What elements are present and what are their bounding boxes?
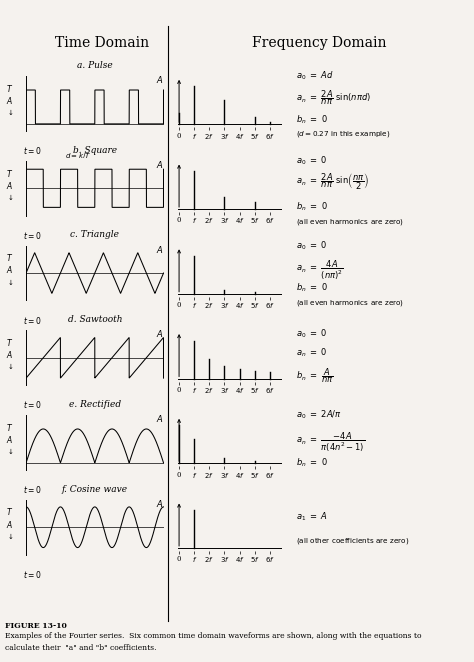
Text: $t=0$: $t=0$: [23, 484, 42, 495]
Text: $b_n\ =\ 0$: $b_n\ =\ 0$: [295, 114, 327, 126]
Text: $A$: $A$: [156, 413, 164, 424]
Text: $T$: $T$: [6, 83, 13, 94]
Text: $a_0\ =\ 0$: $a_0\ =\ 0$: [295, 239, 327, 252]
Text: $T$: $T$: [6, 167, 13, 179]
Text: $d=k/T$: $d=k/T$: [65, 151, 91, 161]
Text: c. Triangle: c. Triangle: [70, 230, 119, 240]
Text: Examples of the Fourier series.  Six common time domain waveforms are shown, alo: Examples of the Fourier series. Six comm…: [5, 632, 421, 640]
Text: $A$: $A$: [156, 159, 164, 170]
Text: $\downarrow$: $\downarrow$: [6, 362, 13, 371]
Text: $\downarrow$: $\downarrow$: [6, 193, 13, 202]
Text: $t=0$: $t=0$: [23, 569, 42, 580]
Text: $\downarrow$: $\downarrow$: [6, 447, 13, 456]
Text: $A$: $A$: [156, 328, 164, 340]
Text: $\downarrow$: $\downarrow$: [6, 108, 13, 117]
Text: $A$: $A$: [156, 244, 164, 255]
Text: $A$: $A$: [6, 350, 13, 360]
Text: FIGURE 13-10: FIGURE 13-10: [5, 622, 67, 630]
Text: $a_0\ =\ Ad$: $a_0\ =\ Ad$: [295, 70, 333, 82]
Text: $b_n\ =\ 0$: $b_n\ =\ 0$: [295, 457, 327, 469]
Text: $A$: $A$: [156, 498, 164, 509]
Text: $T$: $T$: [6, 337, 13, 348]
Text: $t=0$: $t=0$: [23, 314, 42, 326]
Text: $A$: $A$: [6, 519, 13, 530]
Text: $a_0\ =\ 0$: $a_0\ =\ 0$: [295, 327, 327, 340]
Text: b. Square: b. Square: [73, 146, 117, 155]
Text: a. Pulse: a. Pulse: [77, 61, 113, 70]
Text: $a_0\ =\ 2A/\pi$: $a_0\ =\ 2A/\pi$: [295, 408, 341, 421]
Text: $T$: $T$: [6, 506, 13, 518]
Text: $A$: $A$: [156, 74, 164, 85]
Text: $T$: $T$: [6, 252, 13, 263]
Text: $\mathrm{(all\ even\ harmonics\ are\ zero)}$: $\mathrm{(all\ even\ harmonics\ are\ zer…: [295, 299, 404, 308]
Text: $b_n\ =\ 0$: $b_n\ =\ 0$: [295, 200, 327, 213]
Text: $b_n\ =\ 0$: $b_n\ =\ 0$: [295, 281, 327, 294]
Text: $a_1\ =\ A$: $a_1\ =\ A$: [295, 510, 328, 523]
Text: $A$: $A$: [6, 265, 13, 275]
Text: $a_n\ =\ \dfrac{4A}{(n\pi)^2}$: $a_n\ =\ \dfrac{4A}{(n\pi)^2}$: [295, 260, 343, 283]
Text: Time Domain: Time Domain: [55, 36, 149, 50]
Text: $a_n\ =\ \dfrac{2A}{n\pi}\ \sin\!\left(\dfrac{n\pi}{2}\right)$: $a_n\ =\ \dfrac{2A}{n\pi}\ \sin\!\left(\…: [295, 171, 369, 192]
Text: $T$: $T$: [6, 422, 13, 433]
Text: $t=0$: $t=0$: [23, 399, 42, 410]
Text: $\downarrow$: $\downarrow$: [6, 532, 13, 541]
Text: $a_0\ =\ 0$: $a_0\ =\ 0$: [295, 154, 327, 167]
Text: $a_n\ =\ \dfrac{-4A}{\pi(4n^2-1)}$: $a_n\ =\ \dfrac{-4A}{\pi(4n^2-1)}$: [295, 432, 365, 455]
Text: e. Rectified: e. Rectified: [69, 400, 121, 409]
Text: $t=0$: $t=0$: [23, 145, 42, 156]
Text: $\mathrm{(all\ other\ coefficients\ are\ zero)}$: $\mathrm{(all\ other\ coefficients\ are\…: [295, 536, 409, 545]
Text: f. Cosine wave: f. Cosine wave: [62, 485, 128, 494]
Text: $t=0$: $t=0$: [23, 230, 42, 241]
Text: $A$: $A$: [6, 434, 13, 445]
Text: $a_n\ =\ 0$: $a_n\ =\ 0$: [295, 347, 327, 359]
Text: d. Sawtooth: d. Sawtooth: [68, 315, 122, 324]
Text: $\downarrow$: $\downarrow$: [6, 277, 13, 287]
Text: calculate their  "a" and "b" coefficients.: calculate their "a" and "b" coefficients…: [5, 643, 156, 651]
Text: Frequency Domain: Frequency Domain: [252, 36, 387, 50]
Text: $(d=0.27\ \mathrm{in\ this\ example})$: $(d=0.27\ \mathrm{in\ this\ example})$: [295, 129, 390, 139]
Text: $a_n\ =\ \dfrac{2A}{n\pi}\ \sin(n\pi d)$: $a_n\ =\ \dfrac{2A}{n\pi}\ \sin(n\pi d)$: [295, 88, 371, 107]
Text: $A$: $A$: [6, 180, 13, 191]
Text: $A$: $A$: [6, 95, 13, 106]
Text: $b_n\ =\ \dfrac{A}{n\pi}$: $b_n\ =\ \dfrac{A}{n\pi}$: [295, 366, 333, 385]
Text: $\mathrm{(all\ even\ harmonics\ are\ zero)}$: $\mathrm{(all\ even\ harmonics\ are\ zer…: [295, 217, 404, 227]
